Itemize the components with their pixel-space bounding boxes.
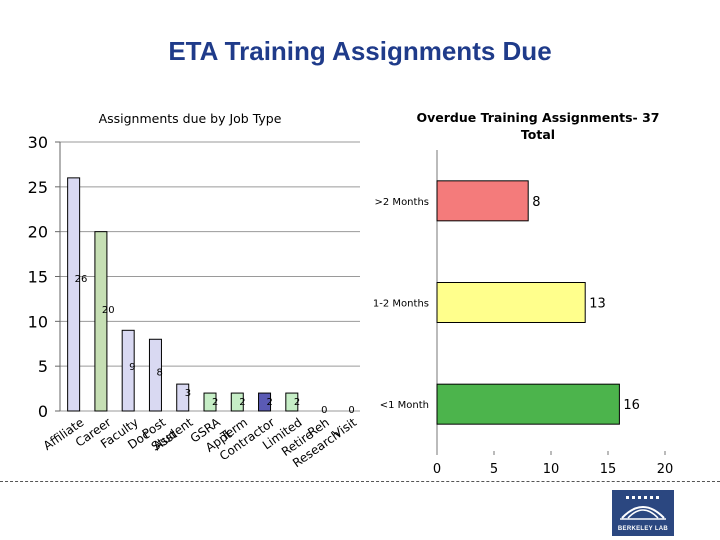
data-label: 2	[212, 397, 218, 408]
x-tick-label: 10	[543, 462, 560, 477]
data-label: 8	[532, 195, 540, 210]
data-label: 0	[348, 405, 354, 416]
bar	[258, 392, 272, 412]
data-label: 0	[321, 405, 327, 416]
berkeley-lab-logo: BERKELEY LAB	[612, 490, 674, 536]
y-tick-label: 0	[38, 402, 48, 421]
category-label: >2 Months	[375, 197, 429, 208]
x-tick-label: 5	[490, 462, 498, 477]
overdue-chart-title-line1: Overdue Training Assignments- 37	[417, 110, 660, 125]
overdue-chart-title-line2: Total	[521, 127, 555, 142]
bar	[176, 383, 190, 412]
data-label: 20	[102, 305, 115, 316]
logo-label: BERKELEY LAB	[617, 526, 669, 532]
x-tick-label: 20	[657, 462, 674, 477]
slide-title: ETA Training Assignments Due	[168, 36, 552, 66]
job-type-chart-title: Assignments due by Job Type	[99, 111, 282, 126]
y-tick-label: 15	[28, 268, 48, 287]
bar	[148, 338, 162, 412]
job-type-chart: Assignments due by Job Type 051015202530…	[28, 111, 360, 470]
data-label: 2	[239, 397, 245, 408]
y-tick-label: 20	[28, 223, 48, 242]
bar	[94, 231, 108, 412]
data-label: 16	[623, 398, 640, 413]
data-label: 2	[267, 397, 273, 408]
bar	[436, 282, 586, 323]
x-tick-label: 0	[433, 462, 441, 477]
bar	[230, 392, 244, 412]
bar	[121, 329, 135, 412]
lab-building-icon	[620, 496, 666, 520]
footer-divider	[0, 481, 720, 482]
bar	[436, 180, 529, 222]
data-label: 2	[294, 397, 300, 408]
overdue-chart: Overdue Training Assignments- 37 Total 0…	[373, 110, 673, 477]
bar	[285, 392, 299, 412]
bar	[67, 177, 81, 412]
bar	[203, 392, 217, 412]
data-label: 8	[156, 367, 162, 378]
category-label: <1 Month	[380, 400, 429, 411]
x-tick-label: 15	[600, 462, 617, 477]
y-tick-label: 25	[28, 178, 48, 197]
data-label: 13	[589, 297, 606, 312]
category-label: 1-2 Months	[373, 299, 429, 310]
y-tick-label: 10	[28, 312, 48, 331]
data-label: 3	[185, 388, 191, 399]
y-tick-label: 30	[28, 133, 48, 152]
bar	[436, 383, 620, 425]
data-label: 26	[75, 274, 88, 285]
data-label: 9	[129, 362, 135, 373]
y-tick-label: 5	[38, 357, 48, 376]
